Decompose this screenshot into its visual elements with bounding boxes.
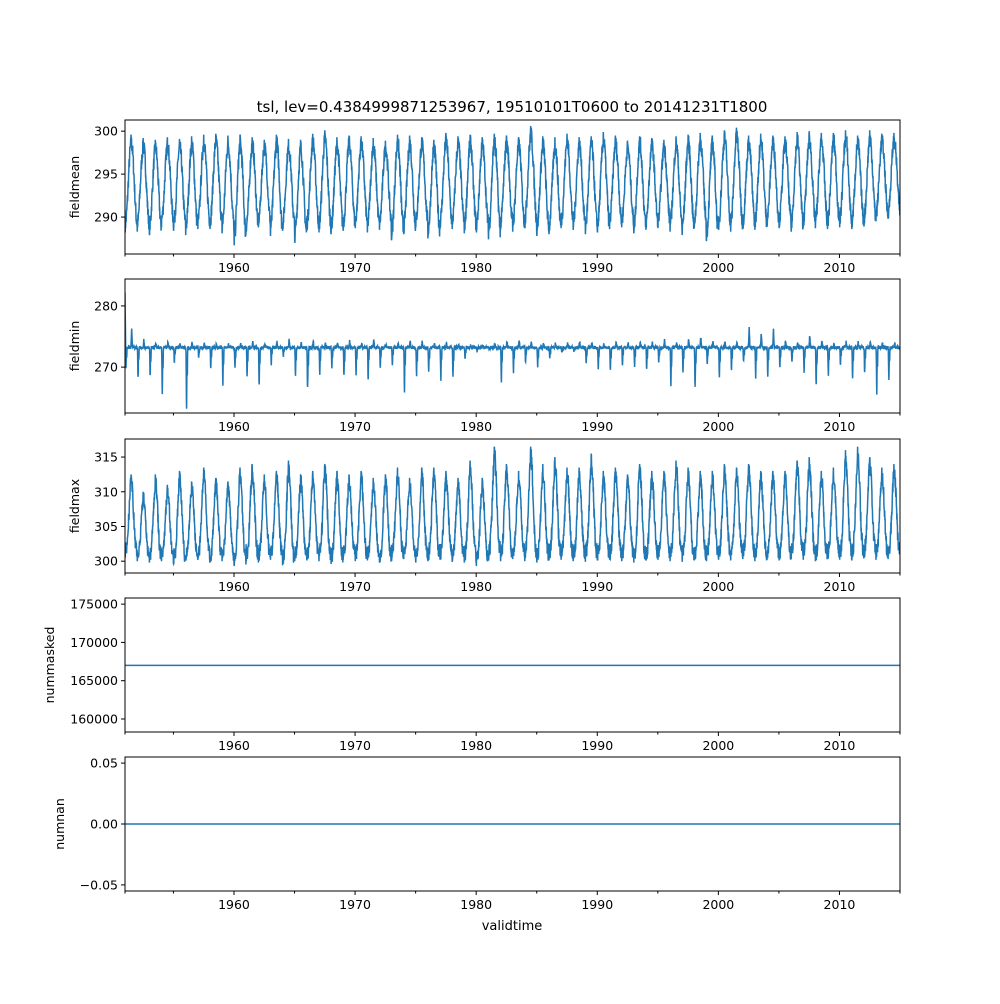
x-tick-label: 2000 [702,738,734,753]
y-tick-label: 290 [94,210,118,225]
axes-frame [124,278,901,414]
series-line-fieldmin [125,292,900,409]
y-tick-label: 305 [94,519,118,534]
x-tick-label: 1980 [460,419,492,434]
y-axis-label: fieldmean [67,156,82,218]
x-tick-label: 2010 [824,260,856,275]
x-tick-label: 1960 [218,260,250,275]
x-tick-label: 2010 [824,897,856,912]
y-tick-label: 175000 [70,597,118,612]
series-line-fieldmean [125,125,900,246]
x-tick-label: 1960 [218,419,250,434]
x-tick-label: 2000 [702,260,734,275]
y-axis-label: numnan [52,798,67,850]
y-tick-label: 165000 [70,673,118,688]
x-tick-label: 2010 [824,419,856,434]
y-tick-label: 170000 [70,635,118,650]
x-tick-label: 2010 [824,579,856,594]
x-tick-label: 1960 [218,897,250,912]
x-tick-label: 1970 [339,738,371,753]
x-tick-label: 1980 [460,260,492,275]
series-line-fieldmax [125,446,900,567]
y-tick-label: 0.05 [90,756,118,771]
y-tick-label: −0.05 [80,877,118,892]
y-tick-label: 280 [94,298,118,313]
axes-frame [124,597,901,733]
x-tick-label: 1970 [339,260,371,275]
x-tick-label: 2000 [702,419,734,434]
y-tick-label: 300 [94,554,118,569]
x-tick-label: 1980 [460,738,492,753]
y-tick-label: 0.00 [90,817,118,832]
y-tick-label: 300 [94,124,118,139]
x-tick-label: 1970 [339,579,371,594]
panel-numnan: −0.05 0.00 0.05 numnan 1960 1970 1980 1990 2000 2… [52,756,901,912]
y-axis-label: nummasked [42,627,57,704]
x-tick-label: 1960 [218,738,250,753]
x-axis-label: validtime [482,919,543,934]
x-tick-label: 1980 [460,579,492,594]
x-tick-label: 1990 [581,738,613,753]
panel-fieldmax: 300 305 310 315 fieldmax 1960 1970 1980 1990 2000… [67,438,901,594]
chart-title: tsl, lev=0.4384999871253967, 19510101T06… [257,98,768,116]
y-tick-label: 270 [94,360,118,375]
panel-nummasked: 160000 165000 170000 175000 nummasked 1960 197… [42,597,901,753]
x-tick-label: 1960 [218,579,250,594]
x-tick-label: 1970 [339,419,371,434]
axes-frame [124,438,901,574]
y-tick-label: 295 [94,167,118,182]
x-tick-label: 1990 [581,419,613,434]
x-tick-label: 1990 [581,897,613,912]
x-tick-label: 1970 [339,897,371,912]
x-tick-label: 1990 [581,579,613,594]
x-tick-label: 2010 [824,738,856,753]
y-tick-label: 310 [94,484,118,499]
y-tick-label: 315 [94,450,118,465]
x-tick-label: 2000 [702,579,734,594]
y-axis-label: fieldmax [67,479,82,533]
y-tick-label: 160000 [70,711,118,726]
x-tick-label: 1980 [460,897,492,912]
y-axis-label: fieldmin [67,321,82,372]
panel-fieldmin: 270 280 fieldmin 1960 1970 1980 1990 2000 2010 [67,278,901,434]
axes-frame [124,119,901,255]
x-tick-label: 2000 [702,897,734,912]
x-tick-label: 1990 [581,260,613,275]
panel-fieldmean: 290 295 300 fieldmean 1960 1970 1980 1990 2000 20… [67,119,901,275]
